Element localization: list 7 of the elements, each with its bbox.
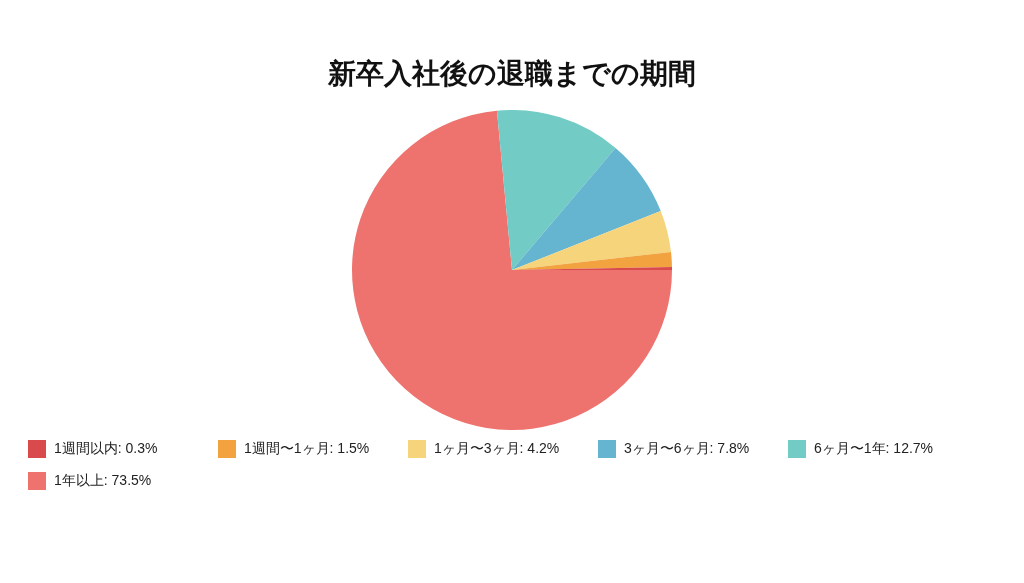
legend-label: 1年以上: 73.5% bbox=[54, 472, 152, 490]
legend-label: 3ヶ月〜6ヶ月: 7.8% bbox=[624, 440, 750, 458]
chart-title: 新卒入社後の退職までの期間 bbox=[327, 57, 697, 91]
legend-label: 1週間以内: 0.3% bbox=[54, 440, 158, 458]
legend-label: 6ヶ月〜1年: 12.7% bbox=[814, 440, 934, 458]
legend-label: 1ヶ月〜3ヶ月: 4.2% bbox=[434, 440, 560, 458]
legend-label: 1週間〜1ヶ月: 1.5% bbox=[244, 440, 370, 458]
